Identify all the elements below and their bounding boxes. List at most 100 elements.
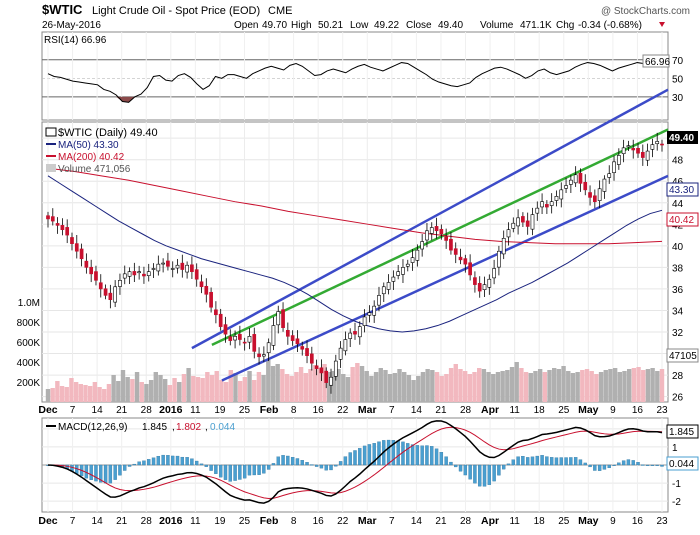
volume-bar: [191, 376, 196, 402]
x-tick-label: 9: [610, 516, 616, 527]
macd-hist-bar: [372, 443, 376, 466]
volume-bar: [537, 369, 543, 402]
macd-hist-bar: [338, 461, 343, 466]
macd-hist-bar: [602, 464, 607, 470]
macd-hist-bar: [430, 446, 434, 466]
open-value: 49.70: [262, 20, 287, 31]
candle-body: [156, 263, 161, 272]
candle-body: [70, 237, 74, 244]
price-tick-label: 48: [672, 156, 684, 167]
volume-bar: [55, 381, 60, 402]
close-label: Close: [406, 20, 432, 31]
x-tick-label: May: [578, 404, 599, 416]
volume-bar: [350, 367, 355, 402]
x-tick-label: 14: [92, 405, 104, 416]
candle-body: [46, 215, 50, 220]
macd-hist-bar: [559, 457, 563, 466]
price-tick-label: 36: [672, 285, 684, 296]
macd-hist-bar: [257, 464, 261, 475]
price-axis: 50484644424038363432302826: [672, 134, 684, 403]
macd-hist-bar: [300, 460, 304, 466]
volume-value: 471.1K: [520, 20, 552, 31]
ma50-value-box: [666, 182, 699, 197]
candle-body: [607, 173, 612, 178]
candle-body: [290, 335, 295, 341]
candle-body: [391, 276, 396, 282]
volume-bar: [509, 367, 515, 402]
x-tick-label: 9: [610, 405, 616, 416]
x-tick-label: 18: [534, 405, 546, 416]
macd-hist-bar: [319, 464, 324, 469]
macd-hist-bar: [238, 464, 242, 480]
candle-body: [511, 222, 516, 229]
volume-bar: [411, 380, 416, 402]
candle-body: [415, 249, 420, 261]
x-tick-label: 2016: [159, 515, 183, 527]
volume-bar: [434, 372, 440, 402]
macd-hist-bar: [214, 464, 218, 474]
macd-hist-bar: [386, 439, 391, 466]
candle-body: [74, 243, 79, 252]
rsi-axis: 70 50 30: [672, 56, 684, 104]
candle-body: [214, 309, 218, 316]
candle-body: [50, 216, 55, 222]
candle-body: [60, 225, 65, 230]
ma200-legend-label: MA(200) 40.42: [58, 152, 125, 163]
x-tick-label: 28: [141, 516, 153, 527]
candle-body: [285, 330, 290, 337]
candle-body: [439, 228, 444, 235]
macd-hist-bar: [487, 464, 492, 485]
volume-bar: [397, 369, 402, 402]
macd-hist-bar: [391, 440, 396, 466]
x-tick-label: 22: [337, 516, 349, 527]
candle-body: [204, 285, 209, 295]
macd-hist-bar: [266, 464, 271, 470]
macd-hist-bar: [410, 444, 415, 466]
candle-body: [482, 284, 487, 290]
volume-bar: [209, 375, 215, 402]
x-tick-label: 28: [460, 516, 472, 527]
macd-hist-bar: [549, 457, 554, 466]
x-tick-label: Apr: [481, 515, 499, 527]
macd-hist-bar: [305, 462, 309, 466]
down-arrow-icon: [659, 22, 665, 27]
x-tick-label: 7: [389, 405, 395, 416]
macd-x-axis: Dec 7 14 21 28 2016 11 19 25 Feb 8 16 22 Mar 7 14 21 28 Ap…: [38, 515, 668, 527]
candle-body: [333, 360, 338, 377]
x-tick-label: Mar: [358, 404, 377, 416]
macd-hist-bar: [617, 462, 621, 466]
candle-body: [626, 145, 631, 148]
macd-hist-bar: [578, 459, 583, 466]
candle-body: [569, 179, 573, 185]
candle-body: [501, 238, 506, 255]
volume-bar: [83, 385, 88, 402]
macd-hist-bar: [276, 456, 280, 466]
macd-tick-label: 1: [672, 443, 678, 454]
volume-bar: [645, 369, 651, 402]
volume-bar: [528, 373, 533, 402]
macd-hist-bar: [310, 464, 314, 466]
volume-bar: [181, 374, 187, 402]
macd-hist-bar: [233, 464, 237, 481]
macd-hist-bar: [420, 445, 424, 466]
volume-bar: [481, 369, 487, 402]
x-tick-label: 14: [411, 405, 423, 416]
macd-tick-label: -2: [672, 497, 681, 508]
macd-hist-bar: [564, 457, 568, 466]
candle-body: [559, 189, 564, 200]
macd-hist-bar: [367, 444, 372, 466]
price-legend-label: $WTIC (Daily) 49.40: [58, 127, 158, 139]
macd-hist-bar: [593, 464, 597, 471]
macd-hist-bar: [650, 464, 655, 466]
volume-bar: [233, 373, 238, 402]
volume-bar: [359, 366, 365, 402]
volume-bar: [626, 369, 632, 402]
volume-bar: [383, 370, 388, 402]
x-tick-label: 23: [656, 405, 668, 416]
volume-axis: 1.0M 800K 600K 400K 200K: [17, 298, 41, 389]
volume-bar: [148, 380, 154, 402]
volume-bar: [120, 370, 126, 402]
candle-body: [65, 227, 70, 236]
volume-bar: [87, 386, 93, 402]
